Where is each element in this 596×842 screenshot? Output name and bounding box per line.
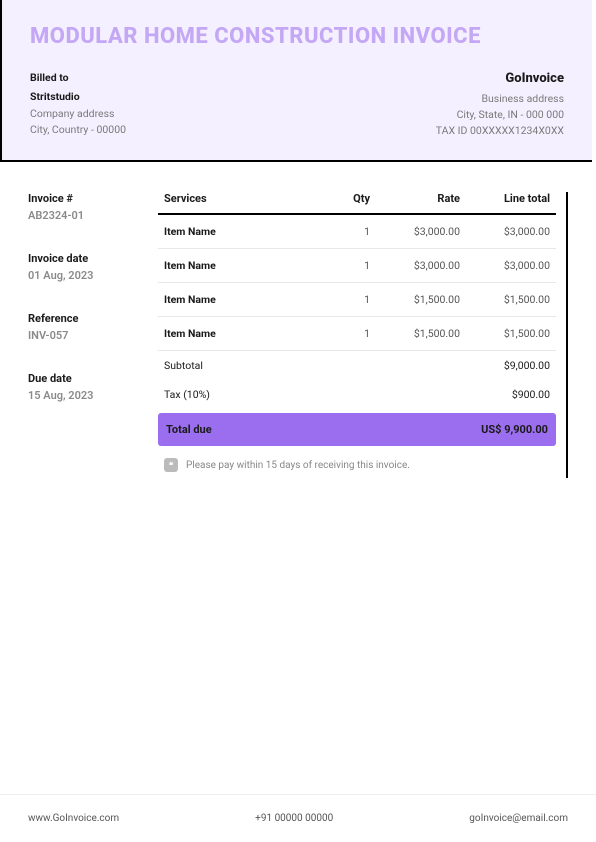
invoice-body: Invoice # AB2324-01 Invoice date 01 Aug,… [0,162,596,478]
subtotal-value: $9,000.00 [460,359,550,372]
meta-label: Invoice # [28,192,138,205]
payment-note: ❝ Please pay within 15 days of receiving… [158,446,556,472]
meta-invoice-date: Invoice date 01 Aug, 2023 [28,252,138,282]
invoice-header: MODULAR HOME CONSTRUCTION INVOICE Billed… [0,0,592,162]
row-line-total: $3,000.00 [460,225,550,238]
col-line-total: Line total [460,192,550,205]
row-line-total: $1,500.00 [460,293,550,306]
invoice-footer: www.GoInvoice.com +91 00000 00000 goInvo… [0,794,596,842]
footer-phone: +91 00000 00000 [255,813,333,824]
row-qty: 1 [330,225,370,238]
table-row: Item Name1$3,000.00$3,000.00 [158,215,556,249]
from-address: Business address [436,92,564,105]
from-name: GoInvoice [436,71,564,86]
meta-value: 01 Aug, 2023 [28,269,138,282]
meta-column: Invoice # AB2324-01 Invoice date 01 Aug,… [28,192,138,478]
table-row: Item Name1$1,500.00$1,500.00 [158,317,556,351]
invoice-title: MODULAR HOME CONSTRUCTION INVOICE [30,24,564,49]
total-due-value: US$ 9,900.00 [481,423,548,436]
meta-invoice-number: Invoice # AB2324-01 [28,192,138,222]
table-header: Services Qty Rate Line total [158,192,556,215]
billed-to-address: Company address [30,107,126,120]
row-service: Item Name [164,327,330,340]
col-services: Services [164,192,330,205]
tax-row: Tax (10%) $900.00 [158,380,556,409]
subtotal-label: Subtotal [164,359,460,372]
meta-value: 15 Aug, 2023 [28,389,138,402]
row-service: Item Name [164,259,330,272]
billed-to-city: City, Country - 00000 [30,123,126,136]
row-qty: 1 [330,259,370,272]
meta-value: INV-057 [28,329,138,342]
footer-website: www.GoInvoice.com [28,813,119,824]
meta-label: Due date [28,372,138,385]
meta-due-date: Due date 15 Aug, 2023 [28,372,138,402]
subtotal-row: Subtotal $9,000.00 [158,351,556,380]
note-text: Please pay within 15 days of receiving t… [186,460,410,471]
quote-icon: ❝ [164,458,178,472]
row-line-total: $1,500.00 [460,327,550,340]
meta-value: AB2324-01 [28,209,138,222]
row-service: Item Name [164,225,330,238]
tax-label: Tax (10%) [164,388,460,401]
col-rate: Rate [370,192,460,205]
line-items-table: Services Qty Rate Line total Item Name1$… [158,192,568,478]
row-rate: $1,500.00 [370,327,460,340]
from-city: City, State, IN - 000 000 [436,108,564,121]
row-line-total: $3,000.00 [460,259,550,272]
tax-value: $900.00 [460,388,550,401]
table-row: Item Name1$3,000.00$3,000.00 [158,249,556,283]
meta-label: Reference [28,312,138,325]
meta-reference: Reference INV-057 [28,312,138,342]
row-rate: $3,000.00 [370,225,460,238]
row-rate: $3,000.00 [370,259,460,272]
from-tax: TAX ID 00XXXXX1234X0XX [436,124,564,137]
billed-to-block: Billed to Stritstudio Company address Ci… [30,71,126,140]
footer-email: goInvoice@email.com [469,813,568,824]
row-rate: $1,500.00 [370,293,460,306]
total-due-row: Total due US$ 9,900.00 [158,413,556,446]
billed-to-name: Stritstudio [30,90,126,103]
parties-row: Billed to Stritstudio Company address Ci… [30,71,564,140]
row-qty: 1 [330,327,370,340]
row-service: Item Name [164,293,330,306]
table-row: Item Name1$1,500.00$1,500.00 [158,283,556,317]
meta-label: Invoice date [28,252,138,265]
from-block: GoInvoice Business address City, State, … [436,71,564,140]
total-due-label: Total due [166,423,481,436]
col-qty: Qty [330,192,370,205]
billed-to-label: Billed to [30,71,126,84]
row-qty: 1 [330,293,370,306]
